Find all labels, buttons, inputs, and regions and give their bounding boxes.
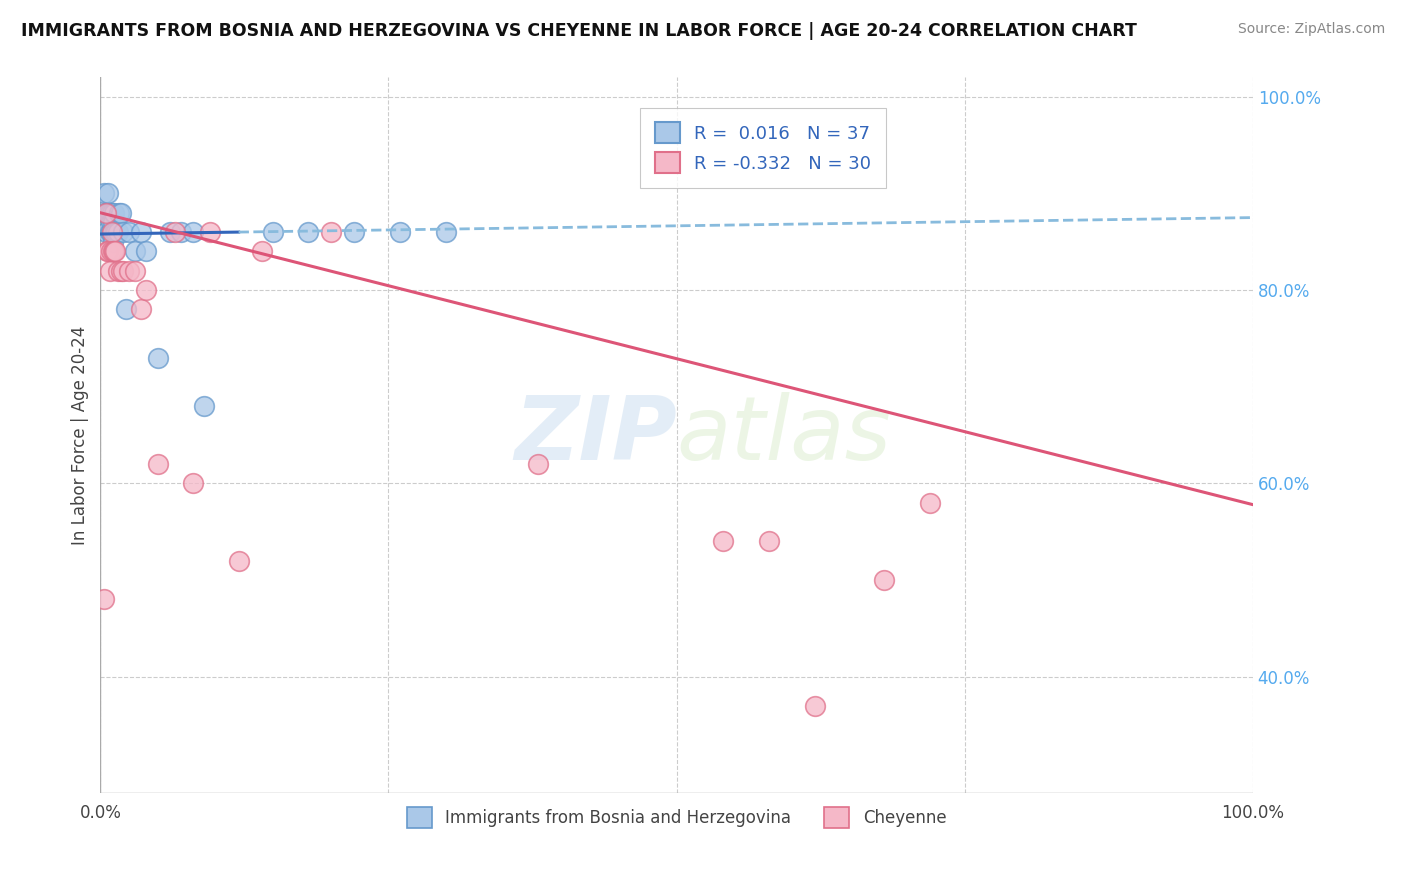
Point bbox=[97, 244, 120, 259]
Point bbox=[101, 225, 124, 239]
Point bbox=[114, 302, 136, 317]
Point bbox=[107, 225, 129, 239]
Point bbox=[129, 302, 152, 317]
Point bbox=[181, 225, 204, 239]
Point bbox=[103, 206, 125, 220]
Point bbox=[98, 206, 121, 220]
Point bbox=[93, 592, 115, 607]
Point bbox=[804, 698, 827, 713]
Point bbox=[146, 351, 169, 365]
Point bbox=[103, 244, 125, 259]
Point bbox=[118, 264, 141, 278]
Point bbox=[434, 225, 457, 239]
Point bbox=[250, 244, 273, 259]
Point bbox=[135, 244, 157, 259]
Point bbox=[100, 244, 122, 259]
Point bbox=[110, 206, 132, 220]
Point bbox=[159, 225, 181, 239]
Point bbox=[101, 215, 124, 229]
Point bbox=[93, 186, 115, 201]
Point bbox=[101, 235, 124, 249]
Point bbox=[146, 457, 169, 471]
Point bbox=[165, 225, 187, 239]
Point bbox=[104, 244, 127, 259]
Point bbox=[107, 264, 129, 278]
Point bbox=[101, 225, 124, 239]
Point bbox=[527, 457, 550, 471]
Point bbox=[96, 244, 118, 259]
Point bbox=[262, 225, 284, 239]
Y-axis label: In Labor Force | Age 20-24: In Labor Force | Age 20-24 bbox=[72, 326, 89, 545]
Point bbox=[110, 264, 132, 278]
Point bbox=[112, 264, 135, 278]
Point bbox=[711, 534, 734, 549]
Point bbox=[873, 573, 896, 587]
Point bbox=[94, 206, 117, 220]
Point bbox=[97, 186, 120, 201]
Point bbox=[129, 225, 152, 239]
Point bbox=[124, 244, 146, 259]
Point bbox=[96, 206, 118, 220]
Point bbox=[920, 496, 942, 510]
Point bbox=[193, 399, 215, 413]
Text: ZIP: ZIP bbox=[513, 392, 676, 478]
Point bbox=[118, 225, 141, 239]
Point bbox=[94, 225, 117, 239]
Point bbox=[107, 206, 129, 220]
Point bbox=[112, 225, 135, 239]
Legend: Immigrants from Bosnia and Herzegovina, Cheyenne: Immigrants from Bosnia and Herzegovina, … bbox=[401, 801, 953, 834]
Point bbox=[181, 476, 204, 491]
Text: Source: ZipAtlas.com: Source: ZipAtlas.com bbox=[1237, 22, 1385, 37]
Point bbox=[97, 206, 120, 220]
Point bbox=[104, 225, 127, 239]
Point bbox=[297, 225, 319, 239]
Point bbox=[758, 534, 780, 549]
Point bbox=[98, 264, 121, 278]
Point bbox=[228, 554, 250, 568]
Point bbox=[94, 206, 117, 220]
Point bbox=[198, 225, 221, 239]
Point bbox=[101, 244, 124, 259]
Text: atlas: atlas bbox=[676, 392, 891, 478]
Point bbox=[170, 225, 193, 239]
Text: IMMIGRANTS FROM BOSNIA AND HERZEGOVINA VS CHEYENNE IN LABOR FORCE | AGE 20-24 CO: IMMIGRANTS FROM BOSNIA AND HERZEGOVINA V… bbox=[21, 22, 1137, 40]
Point bbox=[100, 215, 122, 229]
Point bbox=[124, 264, 146, 278]
Point bbox=[388, 225, 411, 239]
Point bbox=[135, 283, 157, 297]
Point bbox=[98, 225, 121, 239]
Point bbox=[101, 206, 124, 220]
Point bbox=[105, 225, 128, 239]
Point bbox=[343, 225, 366, 239]
Point bbox=[100, 225, 122, 239]
Point bbox=[319, 225, 342, 239]
Point bbox=[103, 225, 125, 239]
